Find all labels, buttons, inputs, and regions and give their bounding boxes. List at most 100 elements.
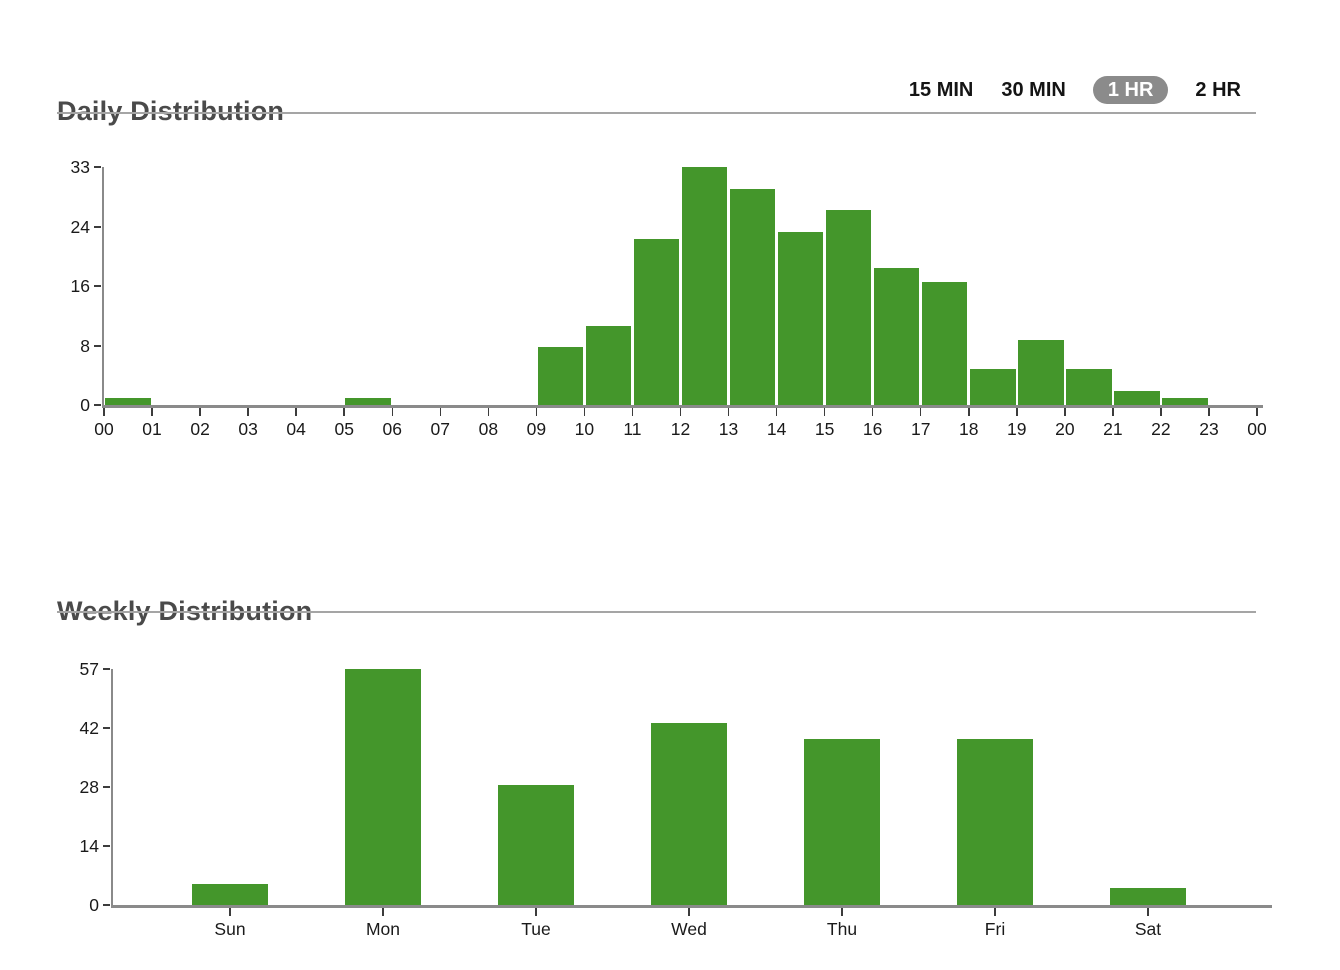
x-tick-mark [382, 908, 384, 916]
y-tick-mark [93, 404, 101, 406]
y-tick-mark [93, 344, 101, 347]
y-tick-mark [102, 845, 110, 847]
interval-button-30-min[interactable]: 30 MIN [1000, 76, 1066, 104]
bar-22 [1162, 397, 1208, 405]
x-tick-mark [1208, 408, 1210, 416]
y-axis-label: 0 [80, 395, 90, 415]
x-tick-mark [679, 408, 682, 416]
x-tick-mark [535, 408, 538, 416]
x-axis-line [101, 405, 1263, 408]
x-tick-mark [1016, 408, 1018, 416]
x-axis-label: 16 [862, 419, 883, 439]
y-axis-label: 57 [79, 659, 99, 679]
x-tick-mark [1064, 408, 1066, 416]
y-axis-label: 24 [70, 216, 90, 237]
y-tick-mark [93, 285, 101, 287]
bar-00 [105, 397, 151, 405]
bar-Tue [498, 784, 574, 905]
x-tick-mark [199, 408, 201, 416]
y-axis-label: 33 [70, 157, 90, 177]
bar-15 [825, 210, 872, 405]
x-tick-mark [688, 908, 690, 916]
x-axis-label: 00 [94, 419, 114, 439]
x-tick-mark [631, 408, 634, 416]
x-tick-mark [151, 408, 153, 416]
interval-toggle-group: 15 MIN 30 MIN 1 HR 2 HR [908, 75, 1242, 105]
bar-21 [1114, 390, 1160, 405]
bar-19 [1018, 340, 1064, 405]
bar-11 [633, 239, 680, 405]
y-tick-mark [102, 668, 110, 670]
x-axis-label: Thu [826, 919, 858, 939]
x-axis-label: 12 [670, 419, 691, 439]
y-axis-label: 42 [79, 718, 99, 738]
bar-13 [729, 188, 776, 405]
x-tick-mark [841, 908, 843, 916]
x-tick-mark [727, 408, 730, 416]
x-axis-label: 10 [574, 419, 595, 439]
x-tick-mark [823, 408, 826, 416]
x-tick-mark [1112, 408, 1114, 416]
x-tick-mark [1160, 408, 1162, 416]
x-axis-label: 21 [1103, 419, 1123, 439]
x-axis-label: 18 [959, 419, 979, 439]
x-tick-mark [229, 908, 231, 916]
x-axis-label: 06 [382, 419, 402, 439]
x-axis-label: 08 [478, 419, 499, 439]
bar-16 [873, 267, 920, 405]
x-axis-label: 02 [190, 419, 210, 439]
bar-Thu [804, 739, 880, 905]
interval-button-1-hr[interactable]: 1 HR [1092, 76, 1169, 104]
x-axis-line [110, 905, 1272, 908]
x-tick-mark [295, 408, 297, 416]
bar-18 [970, 368, 1016, 405]
x-tick-mark [994, 908, 996, 916]
x-axis-label: 05 [334, 419, 354, 439]
bar-05 [345, 397, 391, 405]
x-tick-mark [919, 408, 922, 416]
x-tick-mark [1147, 908, 1149, 916]
x-axis-label: 13 [718, 419, 739, 439]
y-axis-label: 16 [70, 276, 90, 296]
weekly-section-divider [57, 611, 1256, 613]
x-axis-label: 11 [623, 419, 642, 439]
x-axis-label: 00 [1247, 419, 1267, 439]
daily-section-title: Daily Distribution [57, 96, 285, 127]
bar-Mon [345, 669, 421, 905]
y-tick-mark [102, 786, 110, 788]
interval-button-15-min[interactable]: 15 MIN [908, 76, 974, 104]
y-axis-label: 0 [89, 895, 99, 915]
x-tick-mark [439, 408, 442, 416]
x-tick-mark [1256, 408, 1258, 416]
y-tick-mark [102, 904, 110, 906]
y-axis-line [101, 167, 104, 408]
x-axis-label: Fri [984, 919, 1006, 939]
y-axis-label: 14 [79, 836, 99, 856]
y-axis-label: 8 [80, 335, 90, 356]
x-axis-label: 15 [814, 419, 835, 439]
x-tick-mark [247, 408, 249, 416]
x-tick-mark [103, 408, 105, 416]
y-tick-mark [93, 225, 101, 228]
x-axis-label: 04 [286, 419, 306, 439]
x-tick-mark [343, 408, 345, 416]
y-tick-mark [93, 166, 101, 168]
x-tick-mark [487, 408, 490, 416]
daily-section-divider [57, 112, 1256, 114]
y-tick-mark [102, 727, 110, 729]
x-axis-label: 01 [142, 419, 162, 439]
interval-button-2-hr[interactable]: 2 HR [1194, 76, 1242, 104]
y-axis-label: 28 [79, 777, 99, 797]
x-axis-label: 19 [1007, 419, 1027, 439]
bar-Sun [192, 884, 268, 905]
bar-20 [1066, 368, 1112, 405]
x-axis-label: 07 [430, 419, 451, 439]
x-axis-label: 23 [1199, 419, 1219, 439]
x-tick-mark [391, 408, 393, 416]
x-tick-mark [871, 408, 874, 416]
y-axis-line [110, 669, 113, 908]
x-axis-label: Mon [365, 919, 401, 939]
